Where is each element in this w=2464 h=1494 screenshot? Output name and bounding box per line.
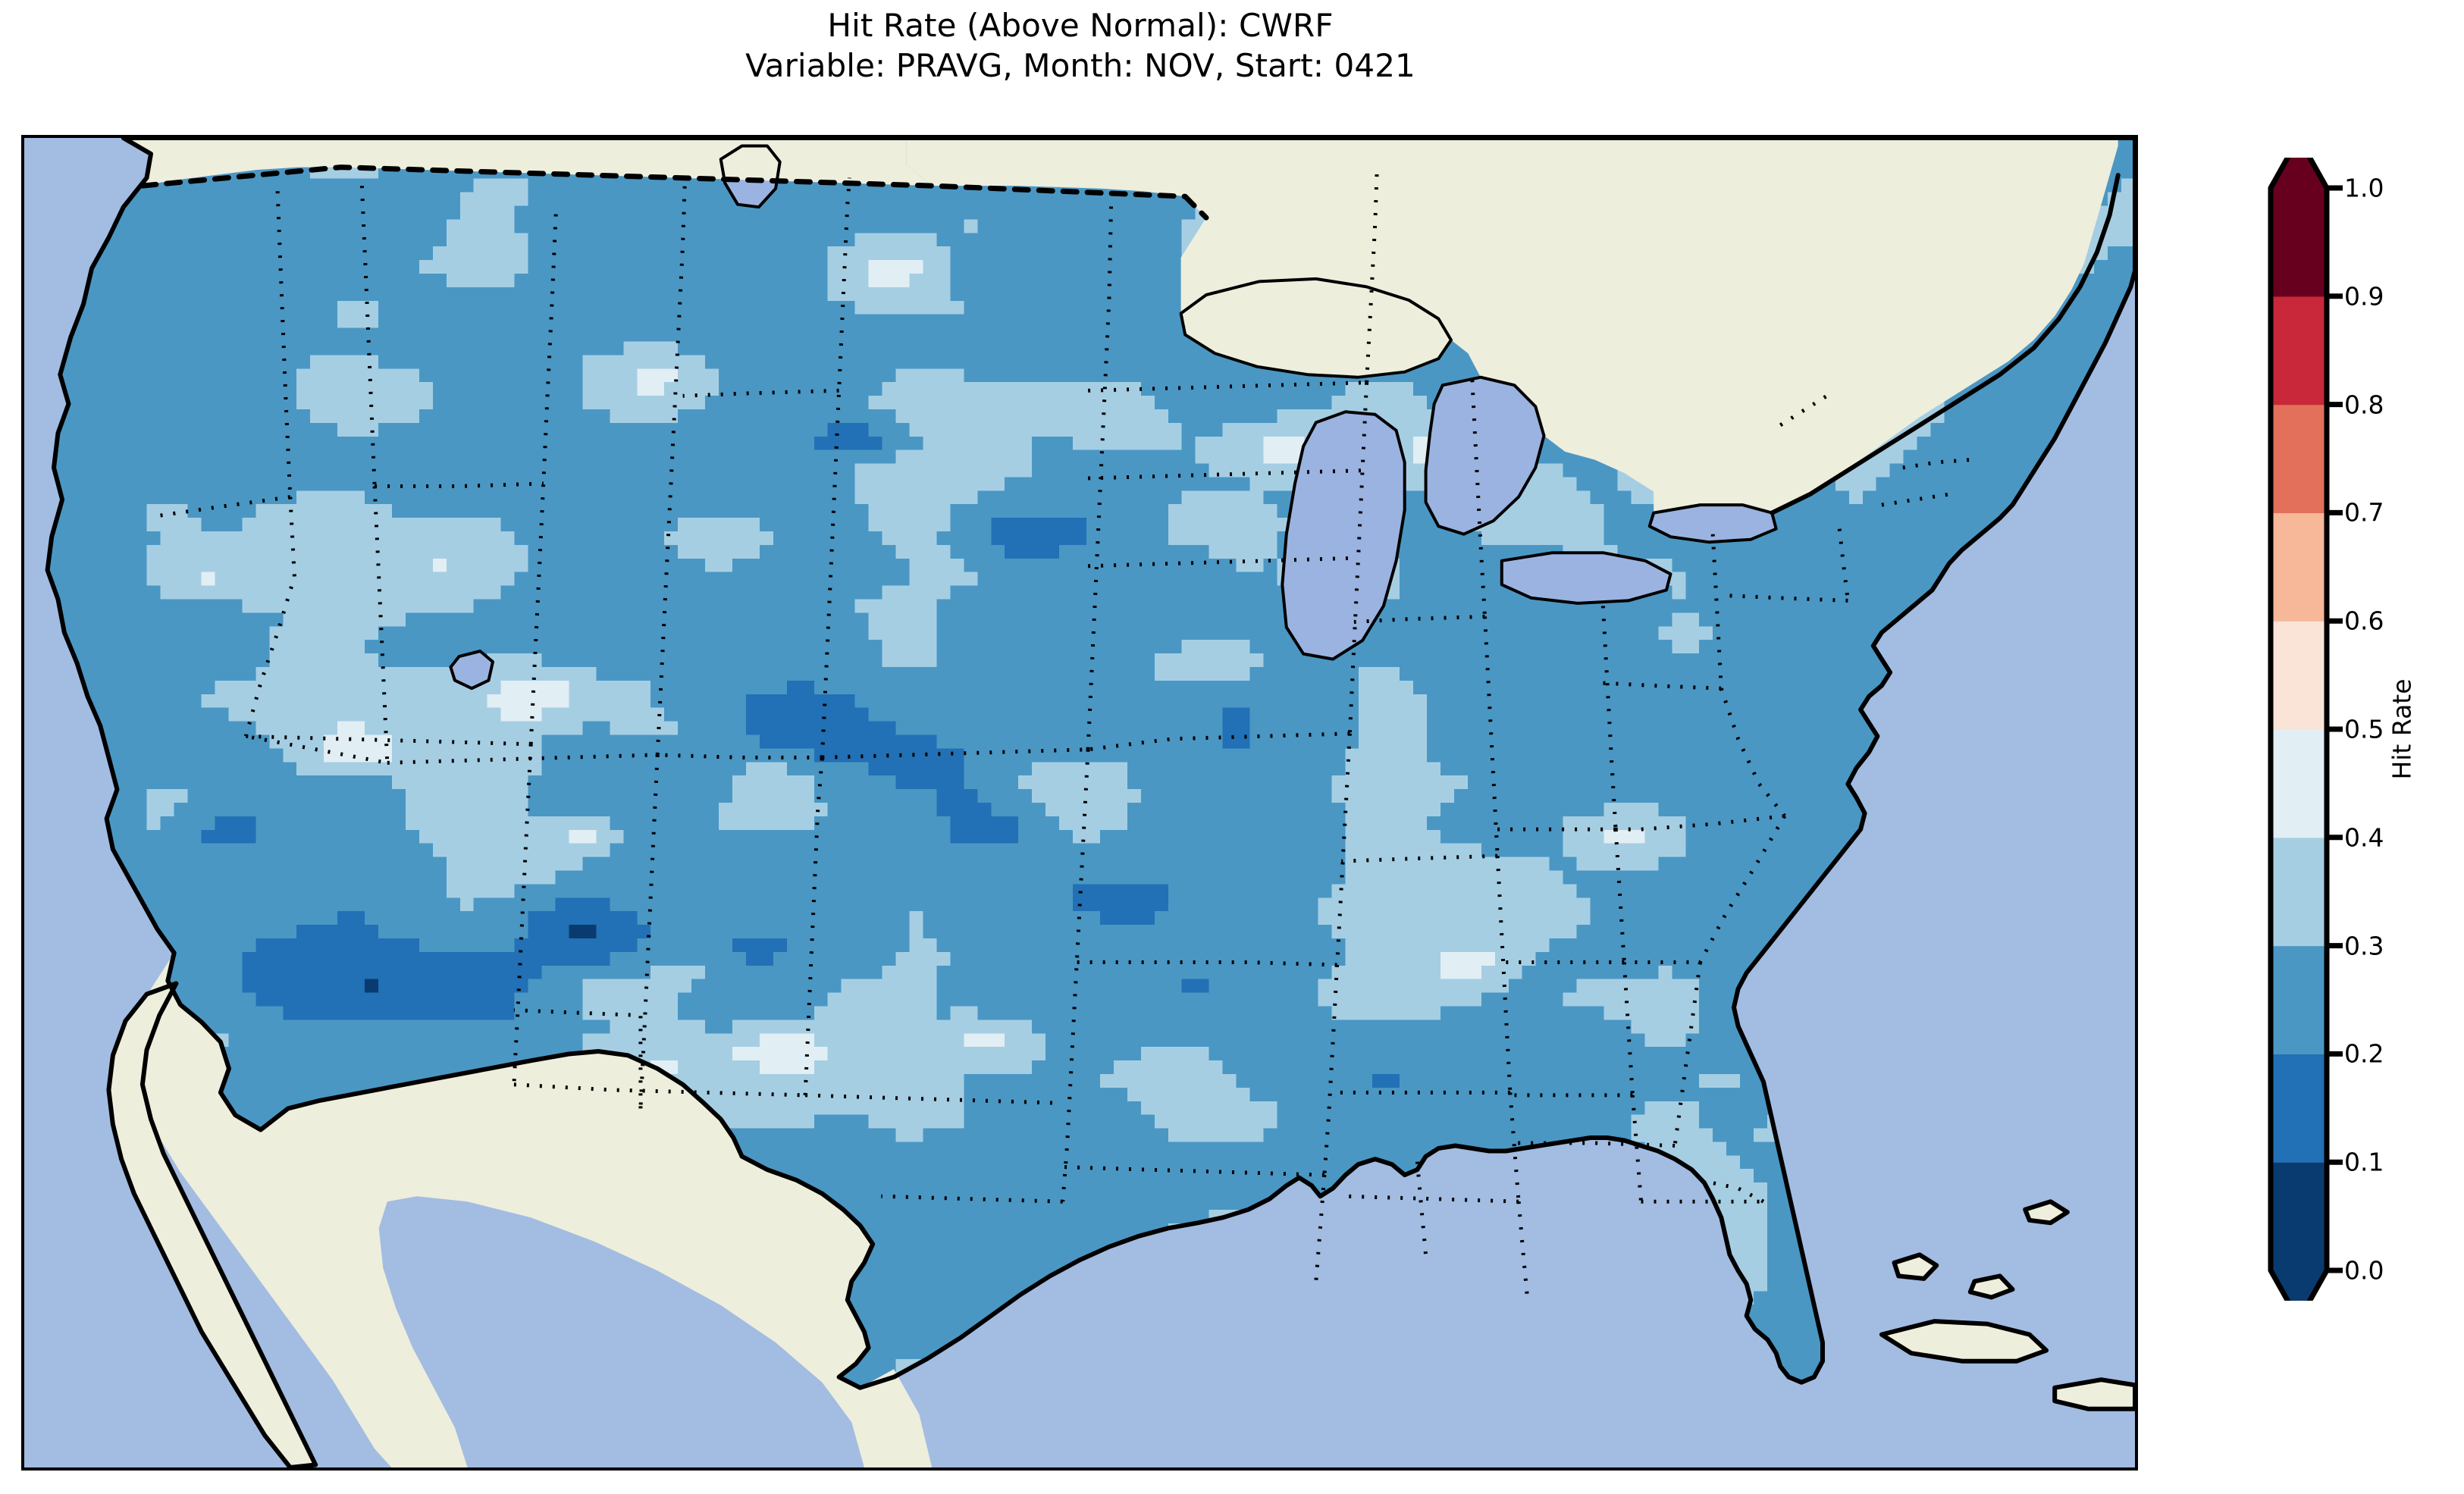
colorbar-band bbox=[2271, 188, 2327, 297]
colorbar-band bbox=[2271, 945, 2327, 1054]
colorbar-band bbox=[2271, 404, 2327, 513]
colorbar-tick-label: 0.5 bbox=[2344, 714, 2384, 744]
colorbar-tick-label: 0.9 bbox=[2344, 281, 2384, 312]
colorbar-tick-label: 0.0 bbox=[2344, 1255, 2384, 1286]
colorbar-band bbox=[2271, 1162, 2327, 1271]
conus-hit-rate-heatmap bbox=[24, 138, 2135, 1467]
figure-title: Hit Rate (Above Normal): CWRF Variable: … bbox=[0, 6, 2161, 86]
colorbar-band bbox=[2271, 512, 2327, 622]
colorbar-tick-label: 0.4 bbox=[2344, 822, 2384, 853]
colorbar-tick-label: 0.1 bbox=[2344, 1147, 2384, 1177]
colorbar bbox=[2268, 158, 2343, 1301]
colorbar-band bbox=[2271, 729, 2327, 838]
colorbar-tick-label: 0.7 bbox=[2344, 497, 2384, 528]
colorbar-tick-label: 0.6 bbox=[2344, 606, 2384, 636]
title-line-1: Hit Rate (Above Normal): CWRF bbox=[827, 7, 1334, 44]
colorbar-axis-label: Hit Rate bbox=[2387, 678, 2417, 780]
colorbar-tick-label: 0.2 bbox=[2344, 1038, 2384, 1069]
coastlines bbox=[45, 138, 2135, 1467]
colorbar-tick-label: 0.3 bbox=[2344, 931, 2384, 961]
title-line-2: Variable: PRAVG, Month: NOV, Start: 0421 bbox=[745, 46, 1415, 84]
colorbar-tick-label: 1.0 bbox=[2344, 173, 2384, 203]
state-borders bbox=[150, 164, 1970, 1295]
colorbar-tick-label: 0.8 bbox=[2344, 390, 2384, 420]
colorbar-band bbox=[2271, 621, 2327, 730]
colorbar-gradient bbox=[2268, 158, 2343, 1301]
colorbar-band bbox=[2271, 296, 2327, 406]
map-axes bbox=[21, 135, 2138, 1471]
masked-land bbox=[24, 138, 2135, 1467]
colorbar-band bbox=[2271, 1054, 2327, 1163]
colorbar-band bbox=[2271, 837, 2327, 947]
